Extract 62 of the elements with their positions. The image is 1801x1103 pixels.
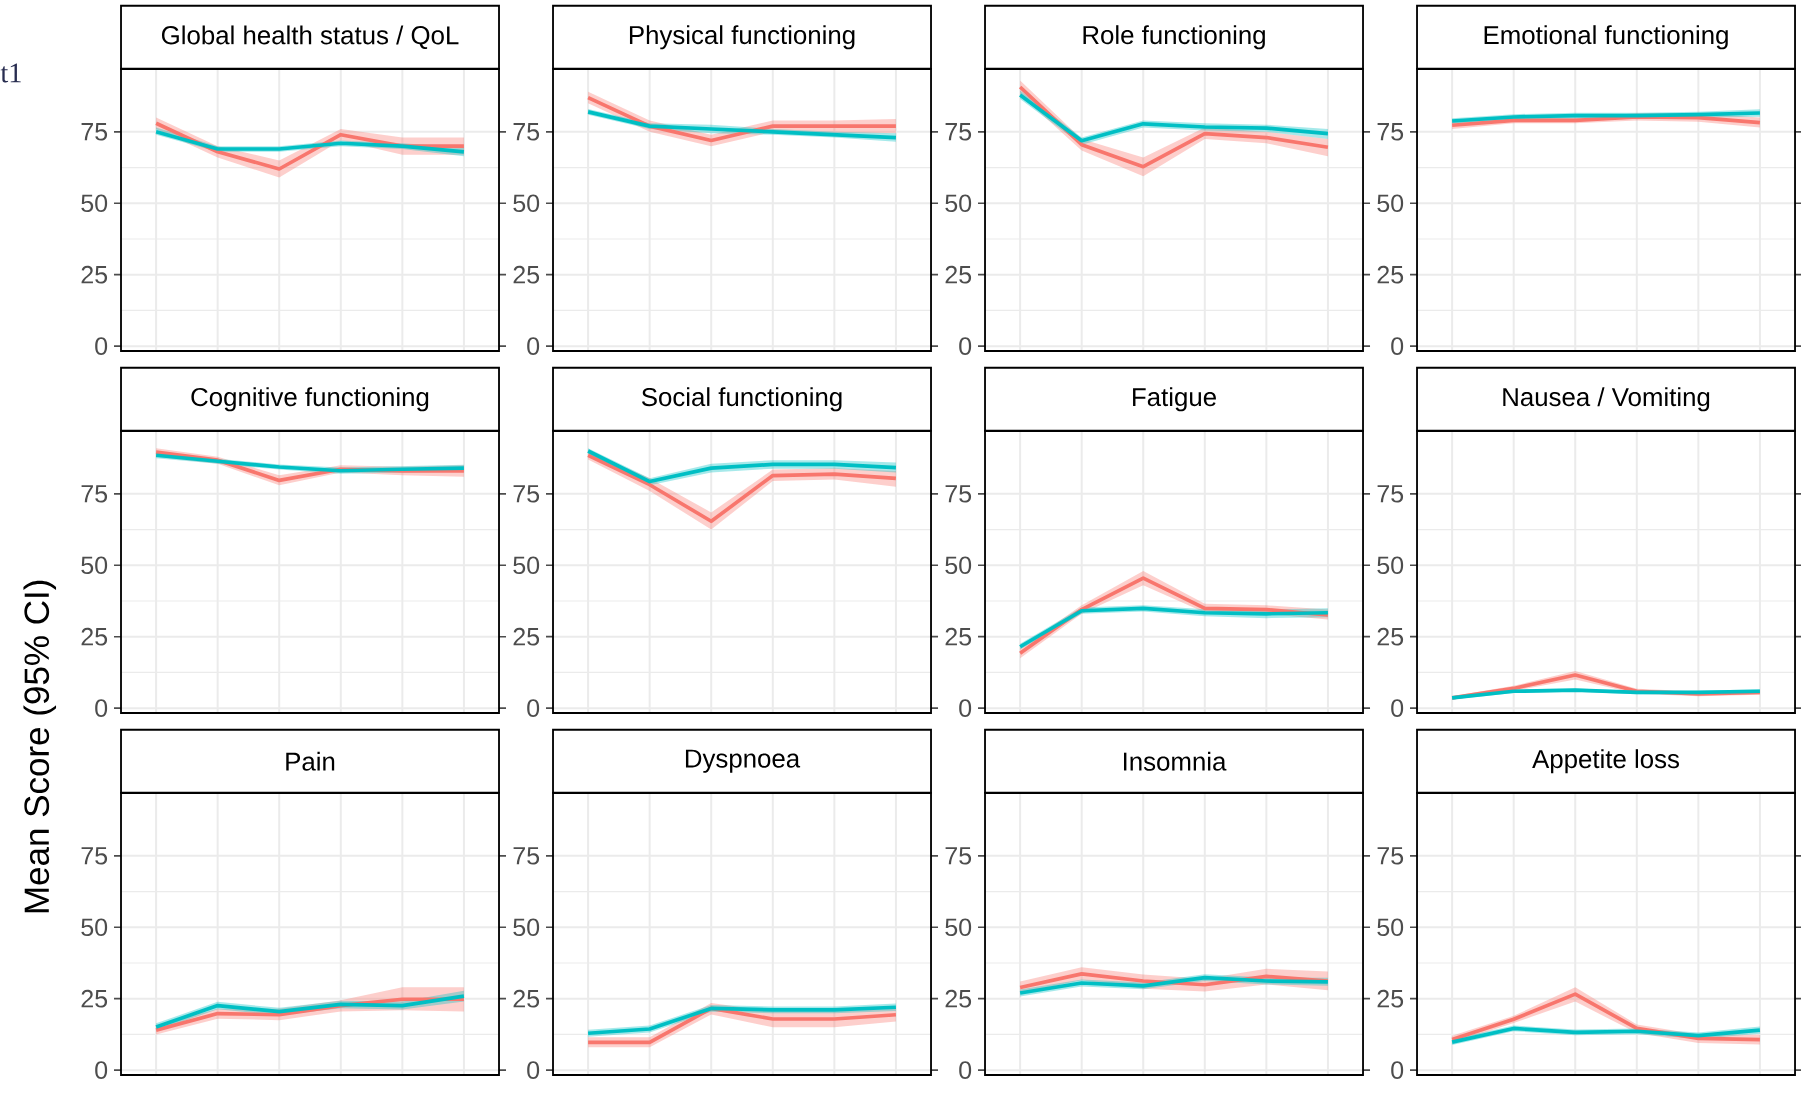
y-tick-label: 75 [1377,485,1404,503]
chart-title: Physical functioning [629,25,855,50]
chart-title: Emotional functioning [1484,25,1728,50]
chart-title: Cognitive functioning [191,387,429,412]
y-tick-label: 50 [513,194,540,213]
y-tick-label: 0 [527,699,540,717]
y-tick-label: 25 [81,265,108,284]
chart-title: Pain [286,751,335,771]
chart-title: Global health status / QoL [161,25,459,50]
y-tick-label: 50 [81,194,108,213]
y-tick-label: 75 [513,847,540,865]
chart-title: Insomnia [1123,751,1227,771]
chart-title: Fatigue [1133,387,1216,412]
text: t1 [0,63,21,83]
y-tick-label: 25 [513,989,540,1008]
y-tick-label: 0 [95,1061,108,1079]
y-tick-label: 0 [1391,337,1404,355]
y-tick-label: 50 [1377,918,1404,937]
chart-title: Nausea / Vomiting [1503,387,1710,412]
y-tick-label: 50 [945,918,972,937]
y-tick-label: 0 [1391,1061,1404,1079]
y-tick-label: 0 [95,337,108,355]
y-tick-label: 25 [1377,989,1404,1008]
y-tick-label: 75 [1377,847,1404,865]
y-tick-label: 25 [513,627,540,646]
y-tick-label: 50 [945,556,972,575]
chart-title: Dyspnoea [685,749,801,773]
chart-title: Social functioning [641,387,842,412]
chart-title: Role functioning [1083,25,1265,50]
y-tick-label: 50 [513,918,540,937]
y-tick-label: 25 [1377,627,1404,646]
y-tick-label: 0 [959,699,972,717]
y-tick-label: 25 [945,627,972,646]
y-tick-label: 75 [945,847,972,865]
y-tick-label: 25 [1377,265,1404,284]
y-tick-label: 25 [945,265,972,284]
y-tick-label: 25 [81,989,108,1008]
y-tick-label: 0 [959,337,972,355]
y-tick-label: 0 [527,337,540,355]
y-tick-label: 75 [945,123,972,141]
y-tick-label: 25 [513,265,540,284]
y-tick-label: 50 [1377,194,1404,213]
y-tick-label: 75 [1377,123,1404,141]
y-tick-label: 75 [513,123,540,141]
y-tick-label: 0 [95,699,108,717]
y-tick-label: 50 [81,918,108,937]
y-tick-label: 50 [513,556,540,575]
y-tick-label: 75 [513,485,540,503]
y-tick-label: 50 [1377,556,1404,575]
y-tick-label: 0 [1391,699,1404,717]
y-tick-label: 25 [945,989,972,1008]
chart-title: Appetite loss [1532,749,1679,774]
y-tick-label: 75 [81,485,108,503]
y-axis-title: Mean Score (95% CI) [23,580,57,913]
y-tick-label: 75 [945,485,972,503]
y-tick-label: 25 [81,627,108,646]
y-tick-label: 75 [81,847,108,865]
y-tick-label: 50 [81,556,108,575]
y-tick-label: 75 [81,123,108,141]
y-tick-label: 50 [945,194,972,213]
y-tick-label: 0 [959,1061,972,1079]
y-tick-label: 0 [527,1061,540,1079]
